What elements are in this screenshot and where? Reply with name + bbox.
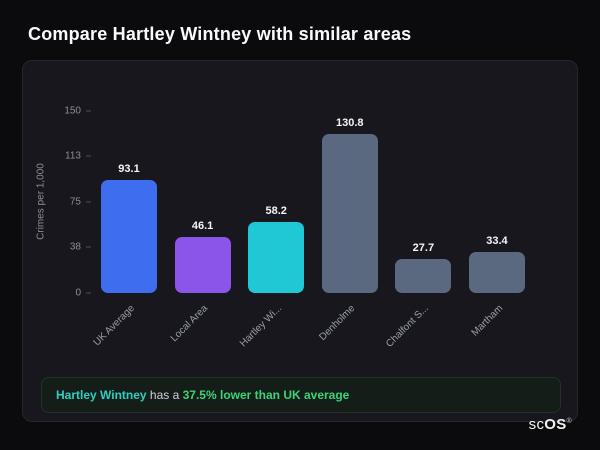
y-axis-tick-label: 0	[75, 287, 81, 299]
bar[interactable]	[395, 259, 452, 293]
y-axis-tick: 113	[57, 150, 91, 161]
tick-mark	[86, 201, 91, 203]
bar[interactable]	[101, 180, 157, 293]
y-axis-tick: 38	[57, 241, 91, 252]
y-axis-tick-label: 38	[69, 241, 81, 253]
x-axis-tick-label: Local Area	[169, 303, 211, 345]
tick-mark	[86, 246, 91, 248]
bar-column: 93.1 UK Average	[91, 111, 157, 348]
bar-chart-plot-area: 93.1 UK Average 46.1 Local Area 58.2 Hartley …	[91, 111, 525, 350]
note-middle-text: has a	[146, 388, 183, 402]
scos-logo: scOS®	[529, 416, 572, 433]
bar-column: 58.2 Hartley Wi...	[238, 111, 305, 349]
x-axis-tick-label: Denholme	[317, 303, 358, 344]
bar[interactable]	[468, 252, 525, 293]
page-title: Compare Hartley Wintney with similar are…	[28, 24, 412, 44]
tick-mark	[86, 110, 91, 112]
registered-trademark-icon: ®	[566, 418, 572, 425]
bar-value-label: 130.8	[336, 117, 364, 130]
bar[interactable]	[174, 237, 231, 293]
bar-column: 27.7 Chalfont S...	[384, 111, 452, 350]
y-axis-tick-label: 113	[65, 150, 81, 162]
x-axis-tick-label: Chalfont S...	[384, 303, 432, 350]
y-axis-tick-label: 150	[64, 105, 81, 117]
tick-mark	[86, 155, 91, 157]
chart-card: Crimes per 1,000 0 38 75 113 150 93.1 UK Aver…	[22, 60, 578, 422]
bar-value-label: 58.2	[265, 205, 287, 218]
y-axis-tick-label: 75	[69, 196, 81, 208]
tick-mark	[86, 292, 91, 294]
x-axis-tick-label: Martham	[469, 303, 505, 339]
bar[interactable]	[248, 222, 305, 293]
y-axis: 0 38 75 113 150	[23, 106, 91, 299]
note-area-name: Hartley Wintney	[56, 388, 147, 402]
note-stat-text: 37.5% lower than UK average	[182, 388, 350, 402]
bar-column: 33.4 Martham	[468, 111, 525, 339]
y-axis-tick: 75	[57, 197, 91, 208]
y-axis-tick: 0	[57, 288, 91, 299]
x-axis-tick-label: UK Average	[91, 303, 137, 349]
x-axis-tick-label: Hartley Wi...	[237, 303, 284, 350]
bar[interactable]	[321, 134, 378, 293]
logo-prefix: sc	[528, 416, 545, 433]
y-axis-tick: 150	[57, 106, 91, 117]
bar-value-label: 93.1	[118, 163, 140, 176]
bar-column: 130.8 Denholme	[318, 111, 378, 343]
bar-column: 46.1 Local Area	[169, 111, 231, 344]
logo-suffix: OS	[544, 416, 567, 433]
bar-value-label: 27.7	[412, 242, 435, 255]
comparison-note: Hartley Wintney has a 37.5% lower than U…	[41, 377, 561, 413]
bar-value-label: 33.4	[486, 235, 508, 248]
bar-value-label: 46.1	[191, 220, 214, 233]
